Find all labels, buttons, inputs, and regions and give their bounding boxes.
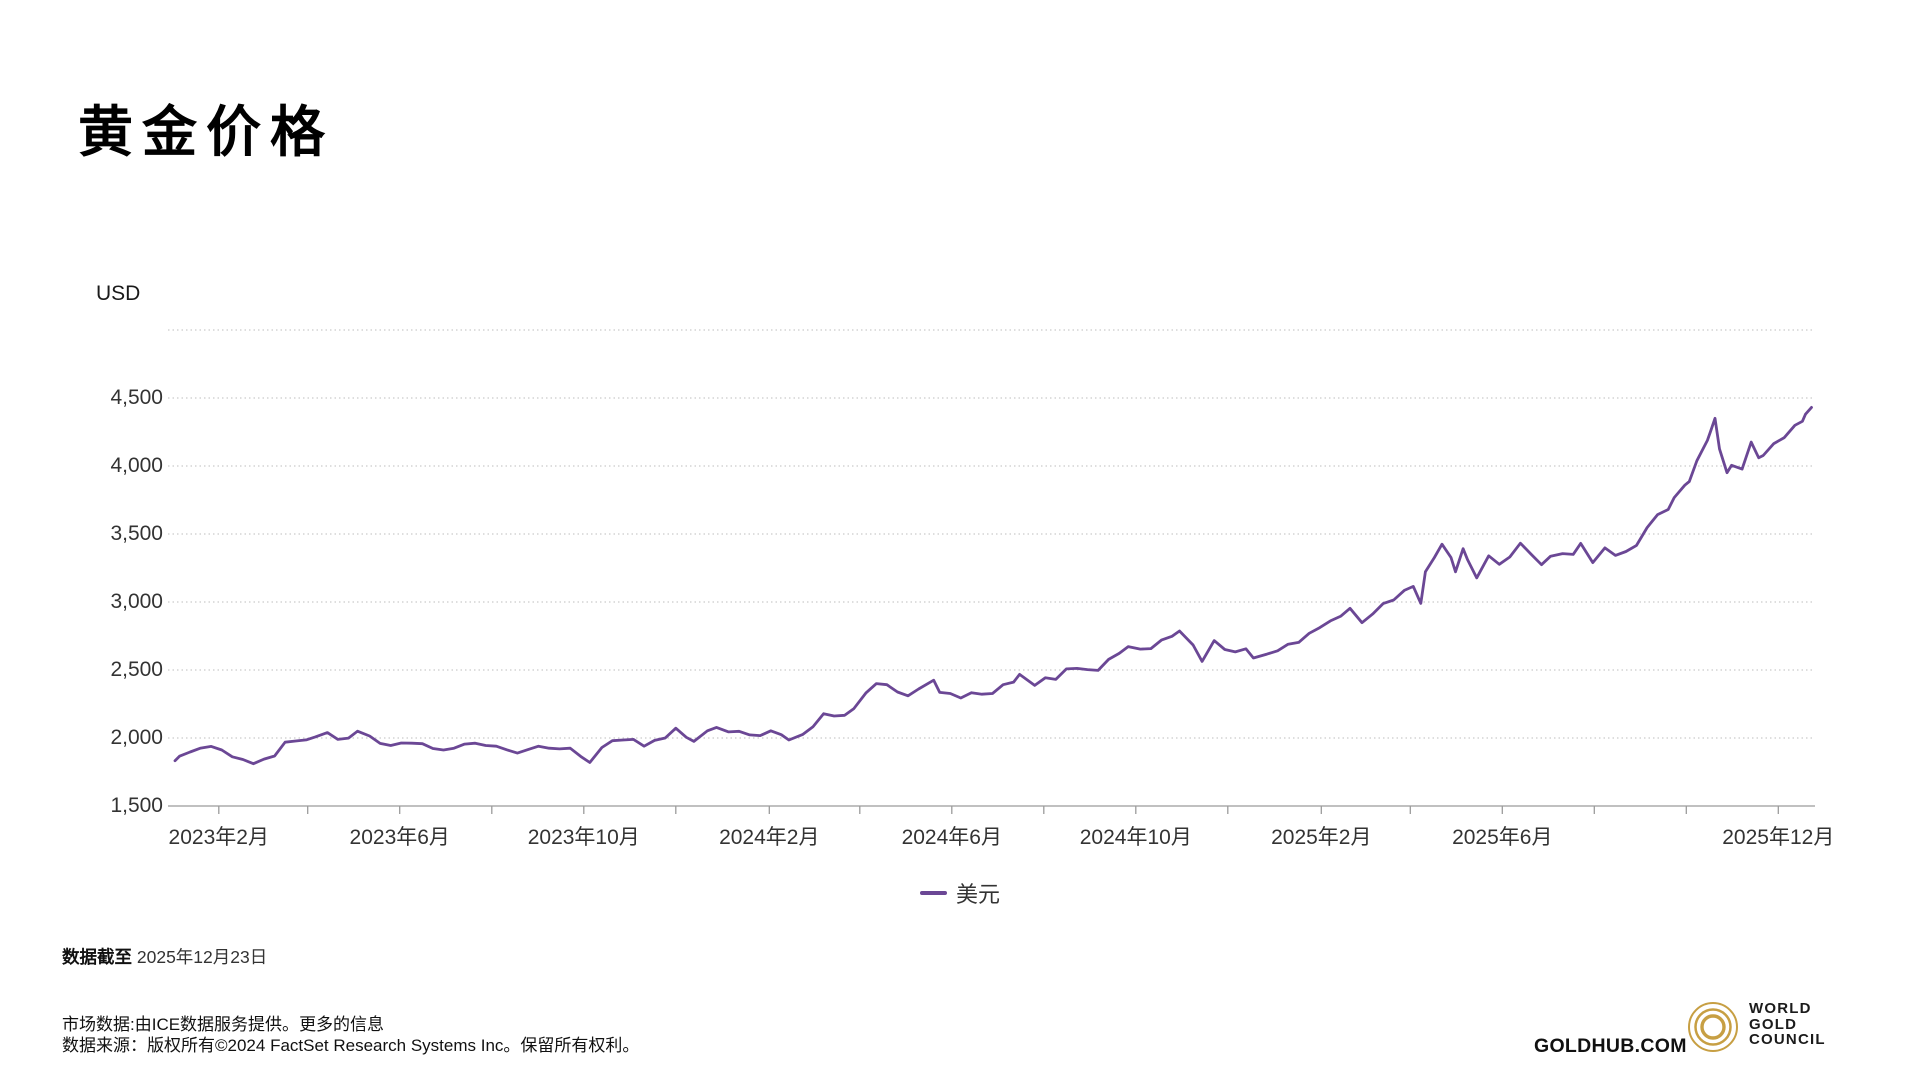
x-tick-label: 2024年10月: [1079, 826, 1192, 849]
wgc-word-world: WORLD: [1749, 1000, 1812, 1017]
wgc-word-gold: GOLD: [1749, 1015, 1798, 1033]
y-axis-unit-label: USD: [96, 282, 141, 305]
y-tick-label: 1,500: [110, 794, 163, 817]
more-info-link[interactable]: 更多的信息: [299, 1015, 385, 1034]
y-tick-label: 2,500: [110, 658, 163, 681]
data-as-of-date: 2025年12月23日: [136, 947, 268, 967]
y-tick-label: 4,000: [110, 454, 163, 477]
world-gold-council-logo-icon: [1688, 1002, 1738, 1052]
legend-line-marker-icon: [919, 891, 947, 895]
legend[interactable]: 美元: [0, 877, 1920, 909]
data-as-of-label: 数据截至: [62, 947, 132, 967]
x-tick-label: 2024年6月: [901, 826, 1002, 849]
x-tick-label: 2025年12月: [1722, 826, 1835, 849]
x-tick-label: 2025年2月: [1271, 826, 1372, 849]
x-tick-label: 2023年2月: [168, 826, 269, 849]
page-title: 黄金价格: [78, 100, 335, 163]
y-tick-label: 3,500: [110, 522, 163, 545]
market-data-text: 市场数据:由ICE数据服务提供。: [62, 1015, 300, 1034]
y-tick-label: 2,000: [110, 726, 163, 749]
x-tick-label: 2023年10月: [527, 826, 640, 849]
data-as-of-note: 数据截至 2025年12月23日: [62, 944, 267, 969]
world-gold-council-wordmark: WORLD GOLD COUNCIL: [1749, 1001, 1826, 1048]
x-tick-label: 2024年2月: [719, 826, 820, 849]
legend-series-label: 美元: [955, 882, 1000, 907]
price-line-美元[interactable]: [173, 405, 1813, 766]
wgc-word-council: COUNCIL: [1749, 1031, 1826, 1049]
market-data-attribution: 市场数据:由ICE数据服务提供。更多的信息: [62, 1010, 384, 1035]
source-copyright-text: 数据来源：版权所有©2024 FactSet Research Systems …: [62, 1036, 640, 1055]
y-tick-label: 3,000: [110, 590, 163, 613]
x-tick-label: 2023年6月: [349, 826, 450, 849]
goldhub-wordmark: GOLDHUB.COM: [1534, 1035, 1687, 1057]
y-tick-label: 4,500: [110, 386, 163, 409]
x-tick-label: 2025年6月: [1452, 826, 1553, 849]
